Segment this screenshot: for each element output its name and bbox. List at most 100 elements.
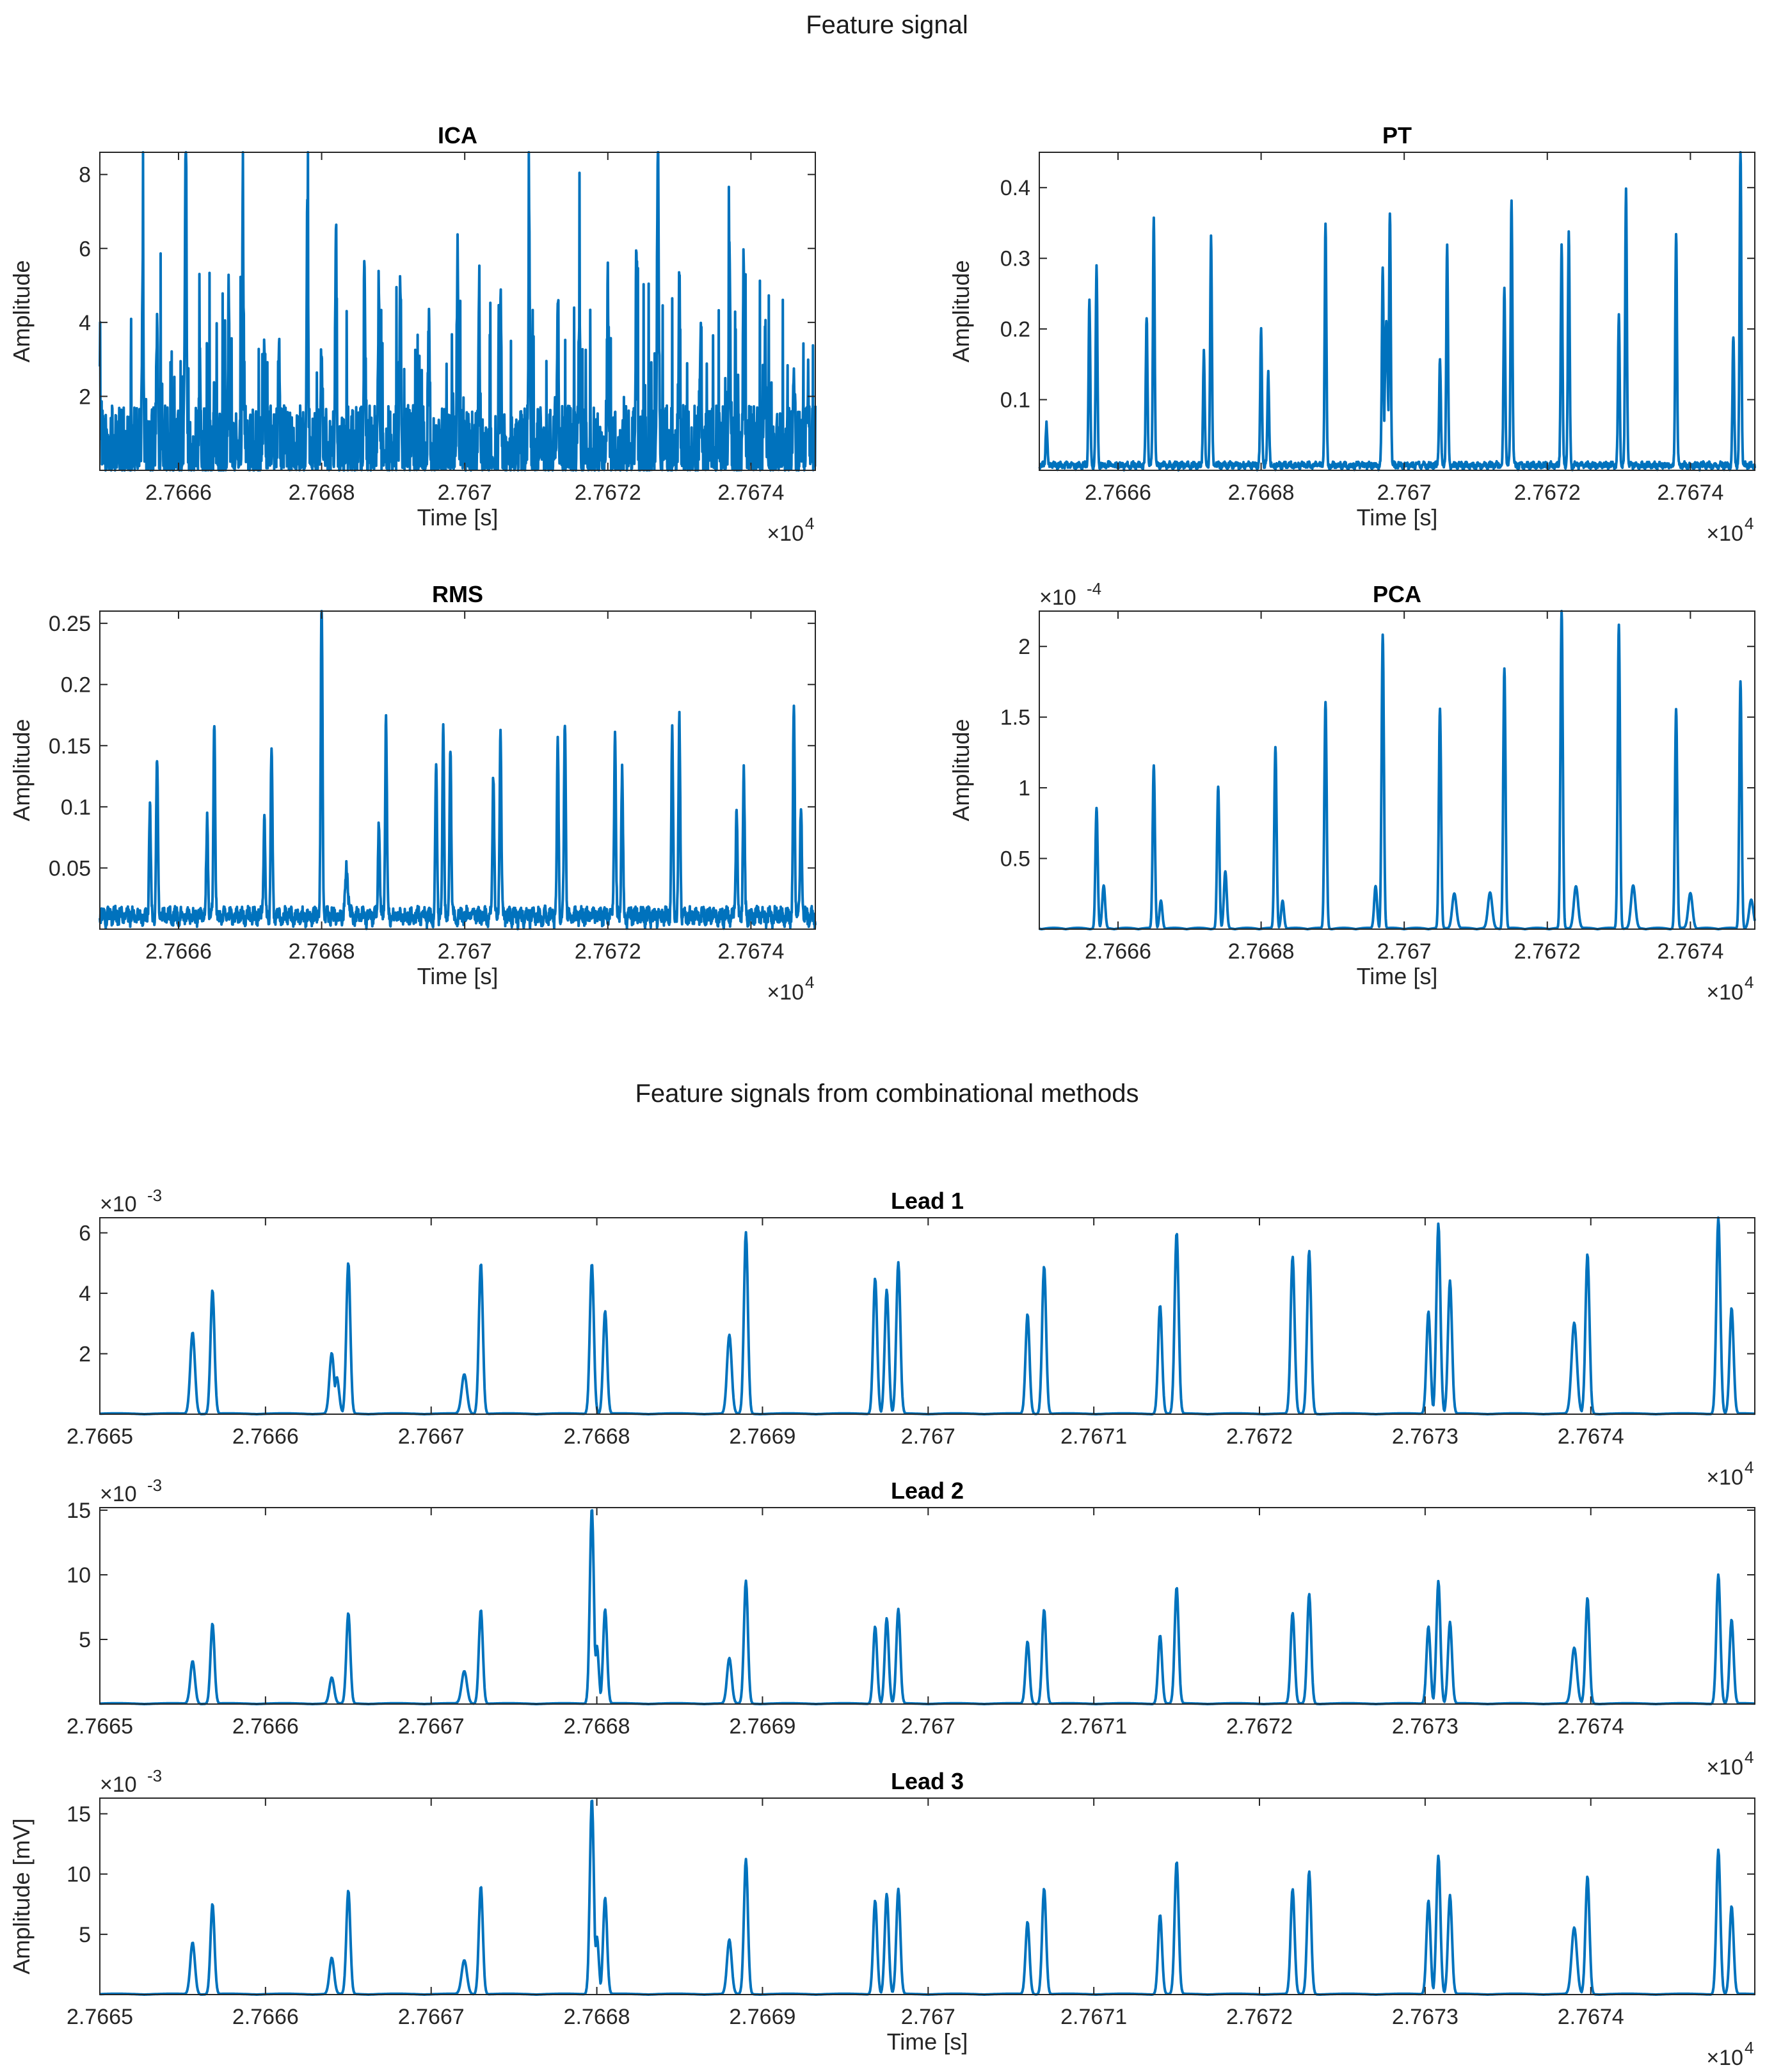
ica-series-line — [99, 151, 817, 472]
pca-xtick-label: 2.767 — [1377, 939, 1432, 964]
lead3-y-label: Amplitude [mV] — [8, 1818, 35, 1974]
lead1-plot-area — [100, 1218, 1755, 1414]
lead2-y-exponent-power: -3 — [147, 1476, 162, 1495]
ica-x-label: Time [s] — [417, 504, 499, 530]
ica-xtick-label: 2.7674 — [717, 481, 784, 505]
pca-y-exponent: ×10 — [1039, 586, 1076, 610]
lead1-xtick-label: 2.7672 — [1226, 1424, 1293, 1449]
chart-lead2: 2.7665 2.7666 2.7667 2.7668 2.7669 2.767 2.767… — [67, 1476, 1755, 1780]
lead3-xtick-label: 2.7668 — [564, 2005, 630, 2029]
lead2-xtick-label: 2.767 — [901, 1714, 955, 1739]
lead3-x-exponent-power: 4 — [1745, 2038, 1754, 2057]
lead3-ytick-label: 10 — [67, 1863, 91, 1887]
section-title-bottom: Feature signals from combinational metho… — [635, 1080, 1139, 1108]
pt-x-exponent: ×10 — [1706, 522, 1743, 546]
ica-ytick-label: 8 — [79, 163, 91, 187]
lead1-x-exponent-power: 4 — [1745, 1458, 1754, 1477]
lead3-y-exponent-power: -3 — [147, 1766, 162, 1785]
rms-x-exponent-power: 4 — [805, 973, 814, 992]
pt-xtick-label: 2.7672 — [1514, 481, 1581, 505]
lead1-xtick-label: 2.7674 — [1558, 1424, 1624, 1449]
lead1-title: Lead 1 — [891, 1188, 964, 1214]
lead3-ytick-label: 15 — [67, 1802, 91, 1826]
lead3-xtick-label: 2.7667 — [398, 2005, 465, 2029]
ica-ytick-label: 6 — [79, 237, 91, 261]
rms-series-line — [99, 610, 817, 930]
lead3-x-exponent: ×10 — [1706, 2046, 1743, 2070]
lead2-x-exponent-power: 4 — [1745, 1748, 1754, 1767]
ica-ytick-label: 2 — [79, 385, 91, 409]
lead2-xtick-label: 2.7665 — [67, 1714, 133, 1739]
lead1-xtick-label: 2.767 — [901, 1424, 955, 1449]
pt-ytick-label: 0.3 — [1000, 247, 1030, 271]
pca-y-label: Amplitude — [948, 719, 974, 821]
lead3-ytick-label: 5 — [79, 1923, 91, 1947]
lead1-xtick-label: 2.7667 — [398, 1424, 465, 1449]
rms-plot-area — [100, 611, 815, 929]
ica-x-exponent-power: 4 — [805, 514, 814, 533]
lead3-y-exponent: ×10 — [100, 1773, 137, 1797]
lead2-plot-area — [100, 1508, 1755, 1704]
lead2-y-exponent: ×10 — [100, 1482, 137, 1506]
rms-xtick-label: 2.767 — [438, 939, 492, 964]
ica-xtick-label: 2.7666 — [145, 481, 212, 505]
lead1-axes-box — [99, 1217, 1755, 1415]
pca-x-exponent-power: 4 — [1745, 973, 1754, 992]
lead2-xtick-label: 2.7671 — [1060, 1714, 1127, 1739]
ica-xtick-label: 2.7672 — [575, 481, 641, 505]
lead2-x-exponent: ×10 — [1706, 1755, 1743, 1780]
lead1-y-exponent: ×10 — [100, 1192, 137, 1216]
rms-xtick-label: 2.7672 — [575, 939, 641, 964]
lead2-xtick-label: 2.7666 — [232, 1714, 299, 1739]
pt-xtick-label: 2.7666 — [1085, 481, 1151, 505]
pt-xtick-label: 2.767 — [1377, 481, 1432, 505]
rms-xtick-label: 2.7674 — [717, 939, 784, 964]
ica-xtick-label: 2.767 — [438, 481, 492, 505]
lead2-xtick-label: 2.7669 — [729, 1714, 795, 1739]
pt-ytick-label: 0.4 — [1000, 176, 1030, 200]
lead3-xtick-label: 2.7665 — [67, 2005, 133, 2029]
ica-ytick-label: 4 — [79, 311, 91, 335]
lead2-xtick-label: 2.7673 — [1392, 1714, 1458, 1739]
pt-y-label: Amplitude — [948, 260, 974, 362]
rms-title: RMS — [432, 581, 483, 607]
lead2-xtick-label: 2.7667 — [398, 1714, 465, 1739]
chart-pca: 2.7666 2.7668 2.767 2.7672 2.7674 0.5 1 1.5 2 PCA… — [948, 579, 1756, 1005]
pca-xtick-label: 2.7668 — [1228, 939, 1295, 964]
lead2-title: Lead 2 — [891, 1478, 964, 1504]
lead3-title: Lead 3 — [891, 1768, 964, 1794]
rms-y-label: Amplitude — [8, 719, 35, 821]
lead1-xtick-label: 2.7673 — [1392, 1424, 1458, 1449]
rms-ytick-label: 0.2 — [61, 673, 91, 697]
lead3-xtick-label: 2.7666 — [232, 2005, 299, 2029]
lead1-y-exponent-power: -3 — [147, 1186, 162, 1205]
lead3-xtick-label: 2.767 — [901, 2005, 955, 2029]
rms-xtick-label: 2.7666 — [145, 939, 212, 964]
ica-x-exponent: ×10 — [767, 522, 804, 546]
pca-ytick-label: 2 — [1018, 635, 1030, 659]
lead3-axes-box — [99, 1797, 1755, 1995]
lead2-xtick-label: 2.7672 — [1226, 1714, 1293, 1739]
pt-series-line — [1038, 151, 1756, 472]
lead1-xtick-label: 2.7668 — [564, 1424, 630, 1449]
ica-xtick-label: 2.7668 — [289, 481, 355, 505]
ica-title: ICA — [438, 122, 477, 148]
ica-y-label: Amplitude — [8, 260, 35, 362]
chart-rms: 2.7666 2.7668 2.767 2.7672 2.7674 0.05 0.1 0.15… — [8, 581, 817, 1005]
lead2-ytick-label: 15 — [67, 1499, 91, 1523]
lead3-xtick-label: 2.7673 — [1392, 2005, 1458, 2029]
chart-lead1: 2.7665 2.7666 2.7667 2.7668 2.7669 2.767 2.767… — [67, 1186, 1755, 1490]
lead1-xtick-label: 2.7671 — [1060, 1424, 1127, 1449]
pca-title: PCA — [1373, 581, 1421, 607]
lead2-xtick-label: 2.7674 — [1558, 1714, 1624, 1739]
lead3-xtick-label: 2.7674 — [1558, 2005, 1624, 2029]
pca-plot-area — [1039, 611, 1755, 929]
pca-axes-box — [1039, 610, 1755, 930]
chart-lead3: 2.7665 2.7666 2.7667 2.7668 2.7669 2.767 2.767… — [8, 1766, 1755, 2070]
lead2-ytick-label: 10 — [67, 1563, 91, 1588]
rms-ytick-label: 0.05 — [49, 856, 91, 881]
lead1-xtick-label: 2.7665 — [67, 1424, 133, 1449]
lead3-x-label: Time [s] — [887, 2028, 968, 2055]
